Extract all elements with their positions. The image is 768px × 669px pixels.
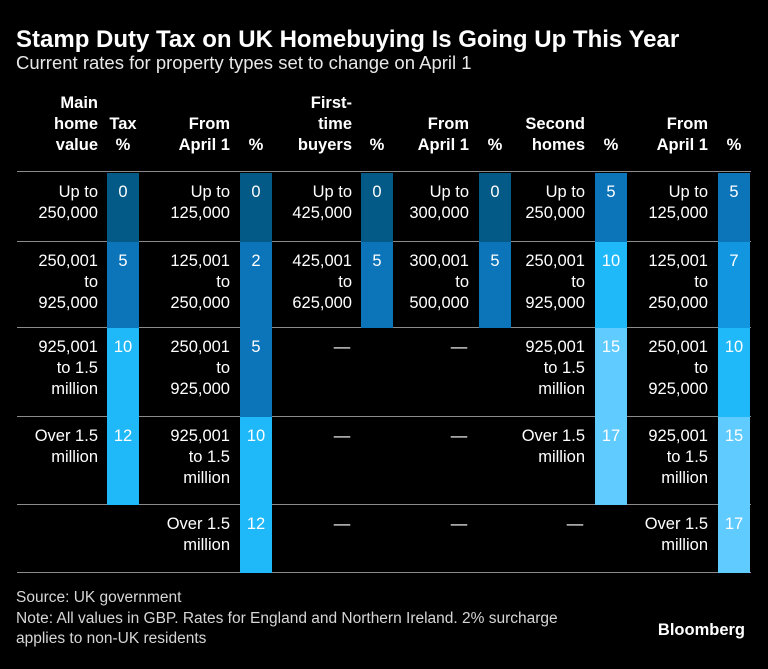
band-label: 925,001 to 1.5 million (38, 338, 98, 398)
empty-band-dash: — (450, 338, 468, 356)
row-divider (17, 572, 751, 573)
band-label: Up to 250,000 (38, 183, 98, 222)
rate-value: 0 (490, 183, 500, 201)
rate-value: 12 (246, 515, 266, 533)
band-label: Up to 125,000 (648, 183, 708, 222)
row-divider (17, 504, 751, 505)
band-label: 250,001 to 925,000 (170, 338, 230, 398)
empty-band-dash: — (333, 515, 351, 533)
rate-bar (240, 173, 272, 242)
band-label: 925,001 to 1.5 million (648, 427, 708, 487)
rate-value: 0 (251, 183, 261, 201)
band-label: 300,001 to 500,000 (409, 252, 469, 312)
rate-value: 17 (724, 515, 744, 533)
column-header: Tax % (109, 115, 137, 154)
source-note: Source: UK government (16, 589, 182, 606)
rate-value: 7 (729, 252, 739, 270)
rate-bar (595, 417, 627, 505)
band-label: Over 1.5 million (644, 515, 708, 554)
column-header: % (248, 136, 264, 154)
rate-value: 17 (601, 427, 621, 445)
rate-value: 10 (113, 338, 133, 356)
band-label: Over 1.5 million (521, 427, 585, 466)
rate-bar (107, 173, 139, 242)
rate-bar (479, 173, 511, 242)
rate-bar (595, 328, 627, 417)
band-label: Up to 300,000 (409, 183, 469, 222)
rate-value: 15 (601, 338, 621, 356)
band-label: Up to 250,000 (525, 183, 585, 222)
rate-bar (718, 242, 750, 328)
rate-bar (107, 417, 139, 505)
column-header: % (487, 136, 503, 154)
band-label: Over 1.5 million (34, 427, 98, 466)
band-label: Up to 125,000 (170, 183, 230, 222)
column-header: Second homes (525, 115, 585, 154)
band-label: Up to 425,000 (292, 183, 352, 222)
rate-value: 5 (372, 252, 382, 270)
rate-bar (361, 173, 393, 242)
rate-value: 5 (606, 183, 616, 201)
band-label: 125,001 to 250,000 (648, 252, 708, 312)
rate-bar (107, 242, 139, 328)
rate-value: 5 (251, 338, 261, 356)
column-header: % (726, 136, 742, 154)
empty-band-dash: — (450, 515, 468, 533)
footnote: Note: All values in GBP. Rates for Engla… (16, 610, 558, 647)
row-divider (17, 171, 751, 172)
empty-band-dash: — (333, 338, 351, 356)
band-label: 250,001 to 925,000 (38, 252, 98, 312)
column-header: From April 1 (417, 115, 469, 154)
column-header: First- time buyers (297, 94, 352, 154)
empty-band-dash: — (566, 515, 584, 533)
rate-value: 12 (113, 427, 133, 445)
chart-title: Stamp Duty Tax on UK Homebuying Is Going… (16, 26, 680, 53)
column-header: From April 1 (178, 115, 230, 154)
empty-band-dash: — (450, 427, 468, 445)
rate-bar (240, 417, 272, 505)
rate-bar (718, 417, 750, 505)
rate-value: 0 (118, 183, 128, 201)
rate-bar (595, 242, 627, 328)
rate-value: 5 (490, 252, 500, 270)
empty-band-dash: — (333, 427, 351, 445)
rate-value: 15 (724, 427, 744, 445)
rate-bar (107, 328, 139, 417)
rate-bar (718, 328, 750, 417)
column-header: Main home value (53, 94, 98, 154)
column-header: % (369, 136, 385, 154)
rate-bar (240, 505, 272, 573)
rate-bar (240, 328, 272, 417)
rate-value: 10 (601, 252, 621, 270)
band-label: Over 1.5 million (166, 515, 230, 554)
column-header: % (603, 136, 619, 154)
rate-value: 0 (372, 183, 382, 201)
rate-bar (240, 242, 272, 328)
rate-bar (595, 173, 627, 242)
band-label: 125,001 to 250,000 (170, 252, 230, 312)
row-divider (17, 416, 751, 417)
rate-value: 10 (246, 427, 266, 445)
band-label: 925,001 to 1.5 million (525, 338, 585, 398)
rate-bar (479, 242, 511, 328)
bloomberg-logo: Bloomberg (657, 621, 745, 639)
band-label: 425,001 to 625,000 (292, 252, 352, 312)
rate-value: 2 (251, 252, 261, 270)
rate-bar (718, 505, 750, 573)
column-header: From April 1 (656, 115, 708, 154)
rate-bar (361, 242, 393, 328)
chart-subtitle: Current rates for property types set to … (16, 52, 472, 73)
band-label: 250,001 to 925,000 (525, 252, 585, 312)
rate-bar (718, 173, 750, 242)
band-label: 250,001 to 925,000 (648, 338, 708, 398)
rate-value: 10 (724, 338, 744, 356)
rate-value: 5 (729, 183, 739, 201)
band-label: 925,001 to 1.5 million (170, 427, 230, 487)
rate-value: 5 (118, 252, 128, 270)
